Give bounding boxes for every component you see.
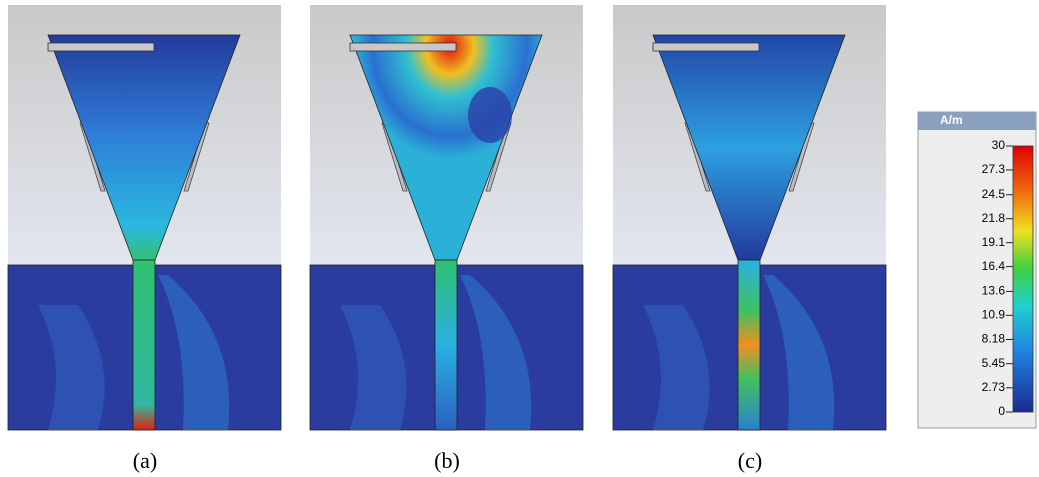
colorbar-strip (1013, 146, 1033, 412)
panel-c (613, 5, 886, 430)
panel-b (310, 5, 583, 430)
colorbar-tick-label: 8.18 (982, 332, 1006, 346)
colorbar-tick-label: 30 (992, 138, 1006, 152)
colorbar-tick-label: 10.9 (982, 308, 1006, 322)
colorbar: A/m (918, 112, 1036, 428)
colorbar-tick-label: 2.73 (982, 380, 1006, 394)
panel-label: (c) (738, 448, 762, 473)
panel-label: (a) (133, 448, 157, 473)
colorbar-tick-label: 27.3 (982, 162, 1006, 176)
colorbar-tick-label: 5.45 (982, 356, 1006, 370)
colorbar-unit: A/m (940, 113, 963, 127)
colorbar-tick-label: 0 (998, 404, 1005, 418)
colorbar-tick-label: 13.6 (982, 284, 1006, 298)
figure: A/m (a) (b) (c) 30 27.3 24.5 21.8 19.1 16.4 13.6 1… (0, 0, 1039, 477)
colorbar-tick-label: 16.4 (982, 259, 1006, 273)
colorbar-tick-label: 24.5 (982, 187, 1006, 201)
panel-label: (b) (434, 448, 460, 473)
panel-a (8, 5, 281, 430)
colorbar-tick-label: 21.8 (982, 211, 1006, 225)
colorbar-tick-label: 19.1 (982, 235, 1006, 249)
